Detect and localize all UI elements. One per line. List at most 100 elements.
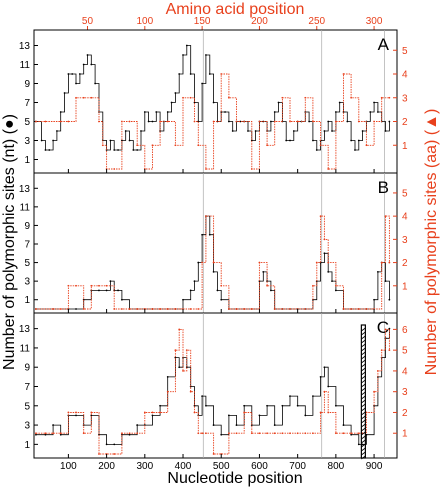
nt-data-point: [296, 404, 299, 407]
nt-data-point: [75, 308, 77, 310]
aa-data-point: [44, 120, 47, 123]
aa-data-point: [120, 308, 123, 310]
aa-data-point: [82, 308, 85, 310]
nt-data-point: [52, 424, 55, 426]
nt-data-point: [35, 433, 37, 436]
aa-data-point: [250, 308, 253, 310]
aa-data-point: [67, 284, 70, 287]
aa-data-point: [227, 432, 230, 435]
aa-data-point: [315, 261, 318, 264]
aa-data-point: [197, 308, 200, 310]
aa-series-line: [35, 328, 390, 455]
aa-data-point: [98, 284, 100, 287]
aa-data-point: [357, 120, 360, 123]
nt-data-point: [235, 424, 238, 426]
y-right-axis-title: Number of polymorphic sites (aa) (▲): [423, 109, 440, 376]
nt-data-point: [189, 289, 192, 292]
nt-data-point: [86, 54, 89, 56]
aa-data-point: [44, 432, 47, 435]
aa-data-point: [373, 390, 375, 393]
nt-data-point: [212, 270, 215, 273]
aa-data-point: [35, 308, 37, 310]
nt-data-point: [67, 73, 70, 75]
nt-data-point: [109, 280, 112, 283]
aa-data-point: [357, 432, 360, 435]
hatch-line: [361, 347, 366, 352]
nt-data-point: [334, 404, 337, 407]
y-right-tick-label: 2: [402, 408, 408, 419]
hatch-line: [361, 403, 366, 408]
aa-data-point: [281, 96, 284, 99]
nt-data-point: [312, 395, 314, 398]
nt-data-point: [361, 443, 364, 446]
nt-data-point: [117, 289, 119, 292]
nt-data-point: [205, 54, 207, 56]
x-tick-label: 800: [328, 461, 345, 472]
aa-data-point: [258, 120, 261, 123]
y-right-tick-label: 1: [402, 141, 408, 152]
nt-data-point: [178, 73, 181, 75]
aa-data-point: [143, 411, 146, 414]
nt-data-point: [75, 82, 77, 85]
aa-data-point: [189, 308, 192, 310]
nt-data-point: [376, 270, 379, 273]
aa-data-point: [273, 120, 276, 123]
nt-data-point: [216, 289, 219, 292]
aa-data-point: [52, 432, 55, 435]
aa-data-point: [312, 284, 314, 287]
nt-series-line: [35, 215, 390, 310]
nt-data-point: [308, 120, 311, 123]
aa-data-point: [342, 73, 345, 75]
top-tick-label: 250: [308, 16, 325, 27]
aa-data-point: [182, 370, 184, 372]
nt-data-point: [289, 395, 291, 398]
nt-data-point: [178, 366, 181, 369]
nt-data-point: [174, 356, 177, 359]
hatch-line: [361, 331, 366, 336]
nt-data-point: [319, 375, 322, 378]
y-right-tick-label: 4: [402, 366, 408, 377]
hatch-line: [361, 367, 366, 372]
aa-data-point: [212, 261, 215, 264]
nt-data-point: [193, 101, 196, 104]
aa-data-point: [384, 328, 387, 331]
aa-data-point: [388, 349, 391, 352]
hatch-line: [361, 423, 366, 428]
aa-data-point: [350, 432, 353, 435]
aa-data-point: [304, 432, 307, 435]
aa-data-point: [90, 96, 93, 99]
aa-data-point: [193, 411, 196, 414]
aa-data-point: [67, 411, 70, 414]
x-axis-title: Nucleotide position: [167, 470, 302, 487]
aa-data-point: [136, 308, 139, 310]
aa-data-point: [82, 432, 85, 435]
nt-data-point: [136, 149, 139, 151]
hatch-line: [361, 435, 366, 440]
nt-data-point: [384, 280, 387, 283]
nt-data-point: [151, 120, 154, 123]
aa-data-point: [113, 308, 116, 310]
aa-data-point: [258, 432, 261, 435]
nt-data-point: [212, 424, 215, 426]
y-left-tick-label: 1: [24, 155, 30, 166]
aa-data-point: [182, 96, 184, 99]
aa-data-point: [151, 411, 154, 414]
aa-data-point: [289, 120, 291, 123]
nt-data-point: [90, 63, 93, 66]
aa-data-point: [220, 73, 223, 75]
hatch-line: [361, 327, 366, 332]
nt-data-point: [105, 289, 108, 292]
aa-data-point: [151, 308, 154, 310]
nt-data-point: [369, 111, 372, 113]
aa-data-point: [312, 120, 314, 123]
hatch-line: [361, 387, 366, 392]
aa-data-point: [90, 411, 93, 414]
aa-data-point: [323, 390, 326, 393]
x-tick-label: 200: [98, 461, 115, 472]
nt-data-point: [346, 120, 349, 123]
x-tick-label: 900: [366, 461, 383, 472]
nt-data-point: [227, 414, 230, 417]
nt-series-line: [35, 45, 390, 151]
aa-data-point: [365, 308, 368, 310]
